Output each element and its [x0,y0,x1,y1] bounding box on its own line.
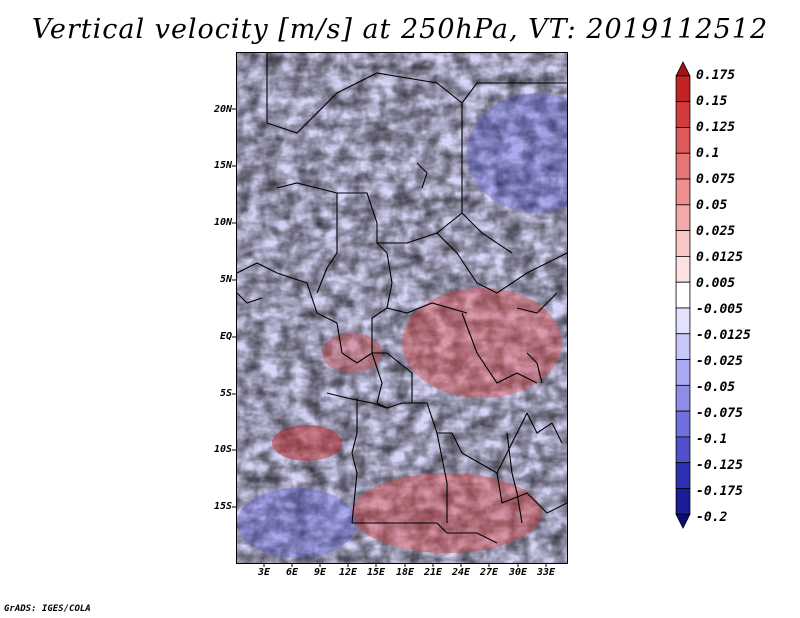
colorbar-top-arrow [675,61,691,77]
colorbar-segment [675,230,691,257]
lat-label-eq: EQ [219,331,232,342]
chart-title: Vertical velocity [m/s] at 250hPa, VT: 2… [31,14,769,45]
colorbar-bottom-arrow [675,513,691,530]
grads-credit: GrADS: IGES/COLA [4,604,91,614]
blue-region-southwest [237,488,357,558]
descent-pattern [237,53,567,563]
colorbar-level-label: 0.15 [696,94,728,109]
lon-label-27e: 27E [479,567,499,578]
colorbar-level-label: 0.025 [696,224,736,239]
colorbar-level-label: -0.175 [696,484,743,499]
colorbar-segment [675,462,691,489]
colorbar-level-label: 0.1 [696,146,720,161]
lon-label-30e: 30E [508,567,528,578]
colorbar-segment [675,281,691,309]
colorbar-level-label: -0.005 [696,302,743,317]
lon-label-21e: 21E [423,567,443,578]
colorbar-segment [675,488,691,515]
colorbar-segment [675,359,691,386]
lat-label-10n: 10N [213,217,232,228]
red-region-atlantic [272,425,342,461]
colorbar-segment [675,127,691,154]
colorbar-level-label: 0.05 [696,198,728,213]
colorbar-level-label: -0.1 [696,432,728,447]
colorbar-segment [675,204,691,232]
lat-label-20n: 20N [213,104,232,115]
colorbar-segment [675,384,691,412]
colorbar-segment [675,436,691,464]
colorbar [675,61,691,530]
colorbar-segment [675,256,691,283]
colorbar-segment [675,333,691,360]
lat-label-5n: 5N [219,274,232,285]
lon-label-3e: 3E [257,567,271,578]
colorbar-level-label: -0.05 [696,380,736,395]
colorbar-segment [675,152,691,180]
colorbar-level-label: -0.025 [696,354,743,369]
colorbar-level-label: -0.2 [696,510,728,525]
colorbar-level-label: -0.125 [696,458,743,473]
vertical-velocity-field [237,53,567,563]
country-borders [237,53,567,544]
colorbar-level-label: -0.075 [696,406,743,421]
colorbar-level-label: 0.125 [696,120,736,135]
colorbar-level-label: -0.0125 [696,328,751,343]
lon-label-6e: 6E [285,567,299,578]
lon-label-24e: 24E [451,567,471,578]
blue-region-northeast [467,93,567,213]
colorbar-level-label: 0.005 [696,276,736,291]
lon-label-12e: 12E [338,567,358,578]
colorbar-level-label: 0.175 [696,68,736,83]
red-region-congo [322,333,382,373]
colorbar-segment [675,307,691,335]
lon-label-18e: 18E [395,567,415,578]
colorbar-segment [675,410,691,438]
colorbar-segment [675,178,691,206]
map-panel [236,52,568,564]
red-region-east [402,288,562,398]
lon-label-33e: 33E [536,567,556,578]
lat-label-10s: 10S [213,444,232,455]
colorbar-segment [675,75,691,103]
lon-label-9e: 9E [313,567,327,578]
lat-label-15n: 15N [213,160,232,171]
colorbar-level-label: 0.075 [696,172,736,187]
lon-label-15e: 15E [366,567,386,578]
lat-label-5s: 5S [219,388,232,399]
colorbar-segment [675,101,691,128]
lat-label-15s: 15S [213,501,232,512]
colorbar-level-label: 0.0125 [696,250,743,265]
